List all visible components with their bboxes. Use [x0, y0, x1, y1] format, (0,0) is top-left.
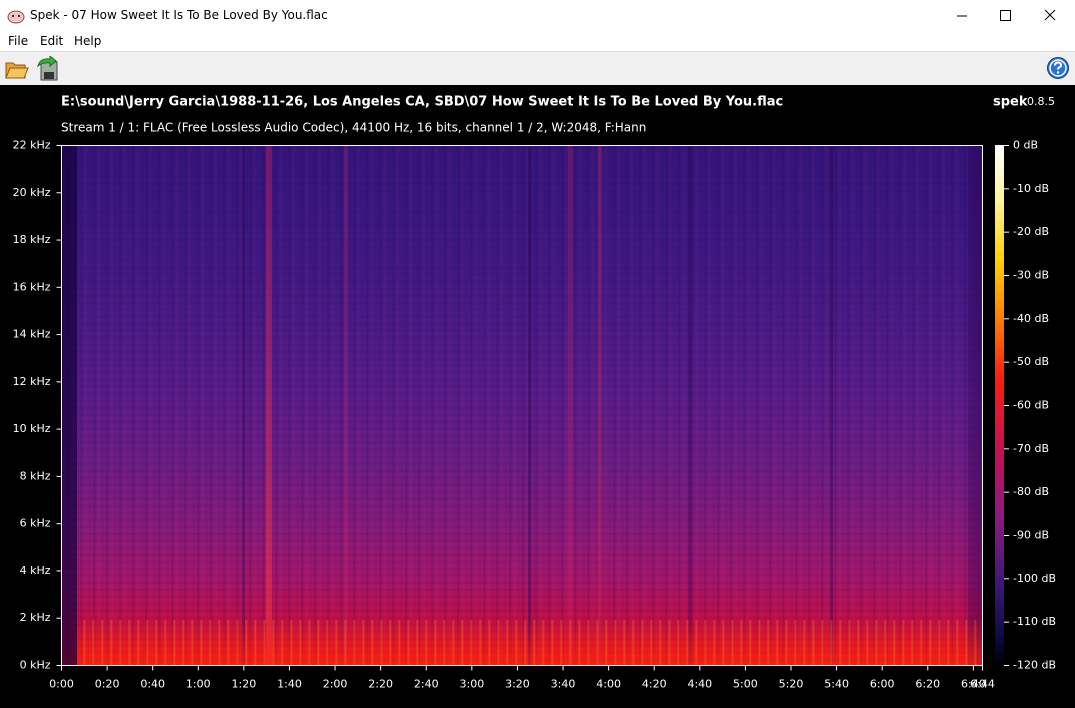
y-tick-label: 0 kHz: [20, 659, 51, 672]
stream-info: Stream 1 / 1: FLAC (Free Lossless Audio …: [61, 121, 646, 135]
db-tick-label: -80 dB: [1013, 485, 1049, 498]
x-tick-label: 6:40: [961, 678, 986, 691]
x-tick-label: 6:20: [915, 678, 940, 691]
y-tick-label: 10 kHz: [13, 422, 51, 435]
db-tick-label: -40 dB: [1013, 312, 1049, 325]
window-title: Spek - 07 How Sweet It Is To Be Loved By…: [30, 8, 328, 22]
y-tick-label: 22 kHz: [13, 139, 51, 152]
x-tick-label: 2:40: [414, 678, 439, 691]
x-tick-label: 1:20: [232, 678, 257, 691]
menu-item[interactable]: File: [8, 34, 29, 48]
spectrogram-view: E:\sound\Jerry Garcia\1988-11-26, Los An…: [0, 85, 1075, 708]
save-button[interactable]: [35, 56, 61, 82]
x-tick-label: 6:00: [870, 678, 895, 691]
x-tick-label: 5:20: [779, 678, 804, 691]
x-tick-label: 1:00: [186, 678, 211, 691]
menu-bar: File Edit Help: [0, 32, 1075, 52]
y-tick-label: 18 kHz: [13, 233, 51, 246]
x-tick-label: 0:00: [49, 678, 74, 691]
x-tick-label: 3:40: [551, 678, 576, 691]
x-tick-label: 5:00: [733, 678, 758, 691]
db-tick-label: -30 dB: [1013, 269, 1049, 282]
file-path: E:\sound\Jerry Garcia\1988-11-26, Los An…: [61, 95, 783, 110]
help-button[interactable]: [1046, 56, 1070, 80]
db-tick-label: -60 dB: [1013, 399, 1049, 412]
y-tick-label: 8 kHz: [20, 469, 51, 482]
y-tick-label: 12 kHz: [13, 375, 51, 388]
plot-frame: [61, 145, 983, 666]
x-tick-label: 6:44: [970, 678, 995, 691]
x-tick-label: 1:40: [277, 678, 302, 691]
db-tick-label: -110 dB: [1013, 615, 1056, 628]
x-tick-label: 5:40: [824, 678, 849, 691]
y-tick-label: 20 kHz: [13, 186, 51, 199]
x-tick-label: 4:20: [642, 678, 667, 691]
db-tick-label: -50 dB: [1013, 355, 1049, 368]
db-tick-label: 0 dB: [1013, 139, 1038, 152]
x-tick-label: 2:00: [323, 678, 348, 691]
db-tick-label: -120 dB: [1013, 659, 1056, 672]
db-tick-label: -100 dB: [1013, 572, 1056, 585]
y-tick-label: 4 kHz: [20, 564, 51, 577]
y-tick-label: 6 kHz: [20, 517, 51, 530]
toolbar: [0, 52, 1075, 85]
app-icon: [7, 10, 25, 24]
open-button[interactable]: [4, 57, 30, 81]
window-controls[interactable]: [945, 0, 1075, 32]
title-bar: Spek - 07 How Sweet It Is To Be Loved By…: [0, 0, 1075, 32]
db-tick-label: -70 dB: [1013, 442, 1049, 455]
db-tick-label: -20 dB: [1013, 225, 1049, 238]
maximize-button[interactable]: [1000, 10, 1011, 21]
close-button[interactable]: [1044, 9, 1056, 21]
x-tick-label: 0:40: [140, 678, 165, 691]
x-tick-label: 2:20: [368, 678, 393, 691]
spectrogram-image: [62, 146, 982, 665]
y-tick-label: 14 kHz: [13, 328, 51, 341]
app-version: 0.8.5: [1027, 95, 1055, 108]
x-tick-label: 3:20: [505, 678, 530, 691]
app-name: spek: [993, 95, 1028, 110]
menu-item[interactable]: Edit: [40, 34, 64, 48]
db-tick-label: -90 dB: [1013, 529, 1049, 542]
menu-item[interactable]: Help: [74, 34, 102, 48]
db-scale: [995, 145, 1004, 665]
y-tick-label: 2 kHz: [20, 611, 51, 624]
y-tick-label: 16 kHz: [13, 280, 51, 293]
x-tick-label: 4:00: [596, 678, 621, 691]
db-tick-label: -10 dB: [1013, 182, 1049, 195]
x-tick-label: 4:40: [687, 678, 712, 691]
x-tick-label: 3:00: [459, 678, 484, 691]
x-tick-label: 0:20: [95, 678, 120, 691]
axes: E:\sound\Jerry Garcia\1988-11-26, Los An…: [13, 95, 1056, 691]
